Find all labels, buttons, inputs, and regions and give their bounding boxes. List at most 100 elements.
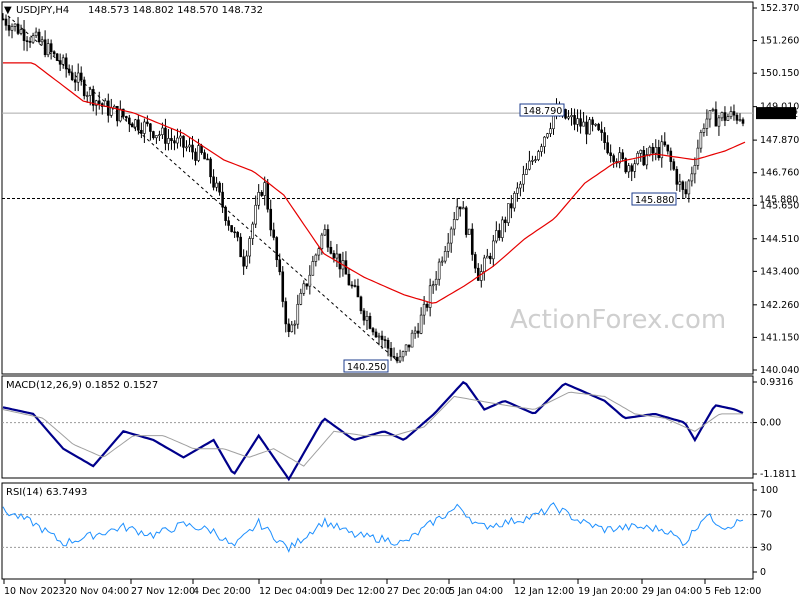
candle-body (612, 155, 615, 162)
candle-body (549, 128, 552, 134)
candle-body (137, 119, 140, 131)
candle-body (449, 228, 453, 244)
candle-body (122, 108, 125, 117)
main-y-tick-label: 145.650 (760, 200, 799, 211)
candle-body (681, 181, 685, 190)
candle-body (359, 296, 363, 312)
candle-body (639, 149, 643, 154)
candle-body (85, 95, 89, 97)
candle-body (443, 251, 447, 262)
candle-body (648, 146, 652, 155)
main-y-tick-label: 141.150 (760, 332, 799, 343)
candle-body (479, 271, 483, 281)
candle-body (16, 23, 20, 34)
candle-body (109, 107, 113, 116)
candle-body (708, 110, 712, 120)
main-y-tick-label: 146.760 (760, 168, 799, 179)
candle-body (440, 260, 444, 263)
candle-body (34, 31, 38, 36)
candle-body (4, 18, 8, 26)
candle-body (227, 220, 230, 226)
candle-body (489, 255, 492, 260)
candle-body (43, 39, 47, 56)
candle-body (13, 23, 17, 27)
rsi-y-tick-label: 100 (760, 485, 778, 496)
candle-body (233, 231, 236, 234)
candle-body (492, 240, 495, 260)
candle-body (401, 351, 405, 358)
candle-body (437, 261, 441, 280)
candle-body (687, 180, 691, 195)
candle-body (392, 356, 396, 358)
candle-body (305, 283, 309, 287)
candle-body (446, 242, 450, 252)
candle-body (660, 141, 664, 159)
candle-body (675, 168, 679, 185)
candle-body (302, 283, 306, 294)
candle-body (630, 165, 633, 172)
candle-body (696, 147, 700, 166)
candle-body (31, 35, 35, 43)
candle-body (546, 133, 549, 138)
candle-body (182, 135, 185, 148)
candle-body (543, 136, 546, 147)
candle-body (690, 173, 694, 182)
candle-body (455, 206, 459, 220)
main-panel-frame (1, 1, 754, 375)
macd-label: MACD(12,26,9) 0.1852 0.1527 (6, 380, 158, 391)
candle-body (603, 132, 606, 143)
candle-body (419, 314, 423, 334)
rsi-y-tick-label: 70 (760, 510, 772, 521)
candle-body (467, 228, 471, 235)
candle-body (293, 323, 297, 326)
candle-body (720, 112, 724, 119)
candle-body (317, 248, 321, 256)
candle-body (131, 123, 134, 128)
candle-body (79, 72, 83, 81)
candle-body (158, 134, 161, 136)
candle-body (152, 131, 155, 139)
candle-body (564, 109, 567, 119)
moving-average (3, 62, 746, 304)
candle-body (461, 207, 465, 210)
candle-body (278, 259, 282, 273)
candle-body (257, 192, 260, 206)
candle-body (410, 332, 414, 348)
candle-body (464, 207, 468, 235)
watermark: ActionForex.com (510, 305, 726, 335)
x-tick-label: 5 Jan 04:00 (449, 586, 503, 597)
candle-body (173, 140, 176, 144)
candle-body (284, 301, 288, 325)
candle-body (106, 100, 110, 116)
candle-body (128, 117, 131, 125)
candle-body (167, 138, 170, 144)
candle-body (672, 161, 676, 170)
candle-body (296, 303, 300, 325)
candle-body (501, 219, 504, 238)
candle-body (67, 68, 71, 74)
candle-body (741, 119, 745, 124)
candle-body (140, 129, 143, 134)
candle-body (52, 51, 56, 55)
candle-body (434, 278, 438, 285)
main-y-tick-label: 144.510 (760, 234, 799, 245)
macd-series (2, 380, 753, 482)
candle-body (82, 79, 86, 97)
candle-body (636, 153, 640, 165)
candle-body (176, 137, 179, 144)
candle-body (537, 151, 540, 160)
candle-body (666, 144, 670, 152)
candle-body (224, 206, 227, 221)
candle-body (242, 256, 245, 267)
candle-body (717, 117, 721, 127)
candle-body (218, 182, 221, 193)
candle-body (413, 330, 417, 334)
candle-body (70, 72, 74, 81)
candle-body (320, 234, 324, 250)
candle-body (91, 89, 95, 106)
candle-body (272, 229, 276, 238)
candle-body (362, 310, 366, 321)
candle-body (263, 182, 267, 196)
candle-body (209, 158, 212, 178)
candle-body (332, 253, 336, 259)
